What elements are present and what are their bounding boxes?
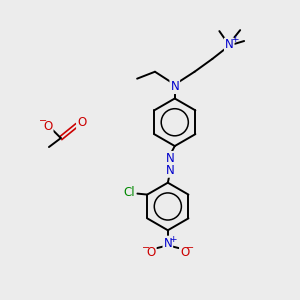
Text: −: − (39, 116, 47, 126)
Text: N: N (165, 164, 174, 177)
Text: N: N (225, 38, 234, 52)
Text: O: O (43, 120, 52, 133)
Text: O: O (146, 245, 156, 259)
Text: −: − (186, 243, 194, 253)
Text: N: N (170, 80, 179, 93)
Text: N: N (164, 237, 172, 250)
Text: +: + (232, 34, 239, 43)
Text: −: − (142, 243, 150, 253)
Text: O: O (77, 116, 86, 129)
Text: Cl: Cl (124, 186, 135, 199)
Text: O: O (180, 245, 189, 259)
Text: +: + (169, 235, 176, 244)
Text: N: N (165, 152, 174, 165)
